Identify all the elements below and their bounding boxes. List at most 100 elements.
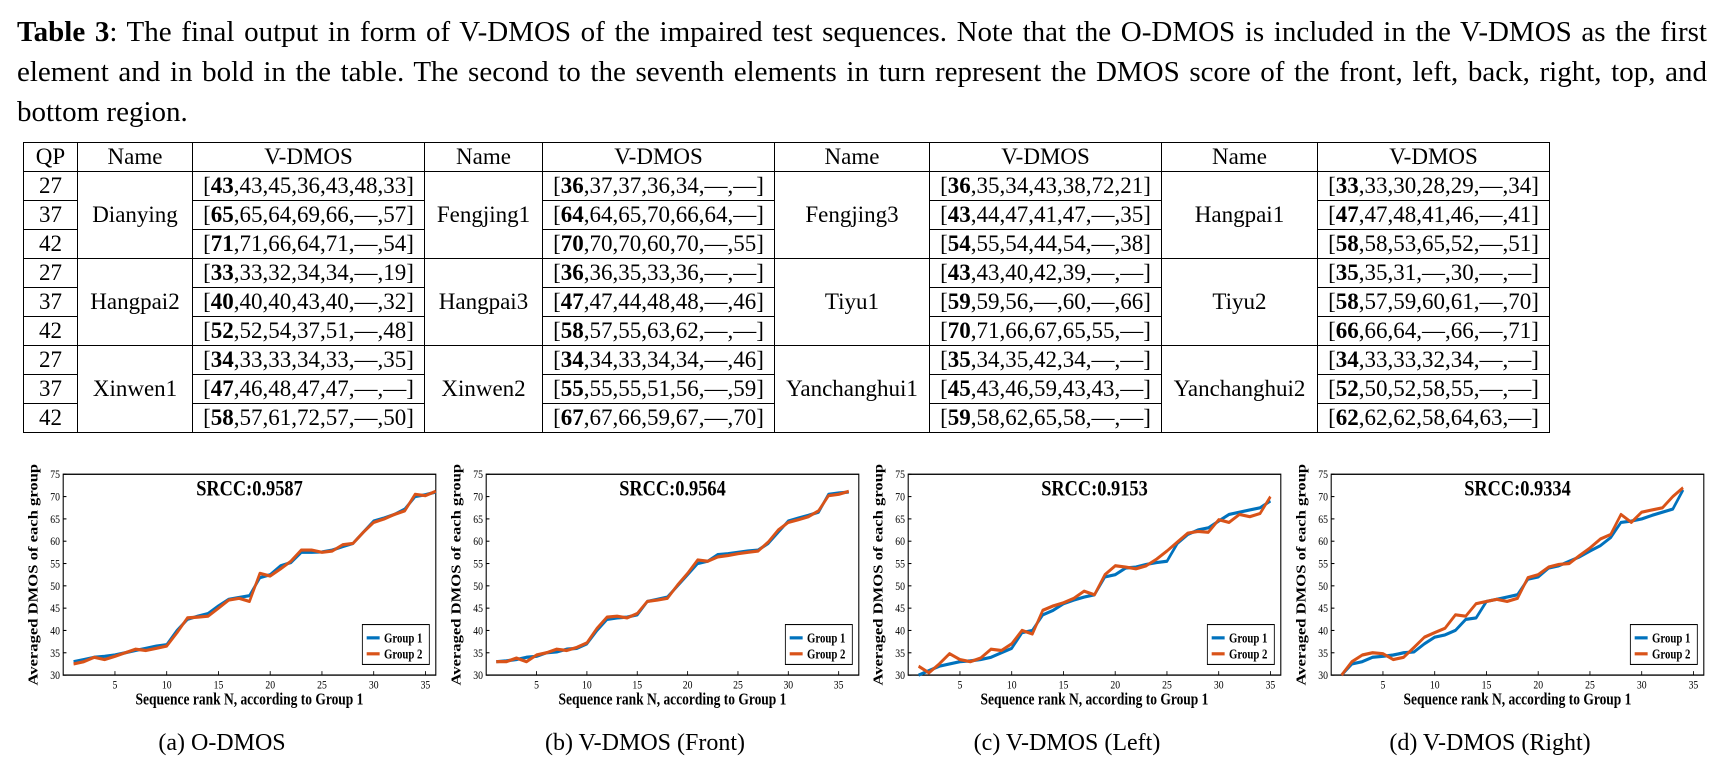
bracket: [ <box>1328 289 1336 314</box>
o-dmos-value: 47 <box>210 376 234 401</box>
bracket: [ <box>203 376 211 401</box>
table-row: 42 [71,71,66,64,71,—,54] [70,70,70,60,70,—… <box>23 229 1550 259</box>
header-cell: V-DMOS <box>192 142 425 172</box>
x-tick-label: 15 <box>214 679 224 692</box>
o-dmos-value: 65 <box>210 202 234 227</box>
y-tick-label: 30 <box>895 669 905 682</box>
region-dmos-values: ,64,65,70,66,64,—] <box>583 202 764 227</box>
bracket: [ <box>940 260 948 285</box>
v-dmos-cell: [33,33,32,34,34,—,19] <box>192 258 425 288</box>
region-dmos-values: ,33,33,34,33,—,35] <box>233 347 414 372</box>
bracket: [ <box>203 173 211 198</box>
v-dmos-cell: [54,55,54,44,54,—,38] <box>929 229 1162 259</box>
x-tick-label: 15 <box>1059 679 1069 692</box>
v-dmos-cell: [43,43,45,36,43,48,33] <box>192 171 425 201</box>
header-cell: V-DMOS <box>929 142 1162 172</box>
y-tick-label: 40 <box>1318 625 1328 638</box>
table-row: 37 [65,65,64,69,66,—,57] [64,64,65,70,66,6… <box>23 200 1550 230</box>
legend-box <box>1206 624 1275 665</box>
qp-cell: 27 <box>23 345 78 375</box>
bracket: [ <box>203 405 211 430</box>
axes-box <box>907 473 1282 676</box>
o-dmos-value: 36 <box>947 173 971 198</box>
o-dmos-value: 45 <box>947 376 971 401</box>
o-dmos-value: 34 <box>560 347 584 372</box>
o-dmos-value: 59 <box>947 405 971 430</box>
o-dmos-value: 33 <box>1335 173 1359 198</box>
y-axis-label: Averaged DMOS of each group <box>27 464 41 686</box>
qp-cell: 27 <box>23 258 78 288</box>
y-tick-label: 35 <box>1318 647 1328 660</box>
y-tick-label: 40 <box>50 625 60 638</box>
region-dmos-values: ,55,54,44,54,—,38] <box>970 231 1151 256</box>
y-tick-label: 35 <box>895 647 905 660</box>
sequence-name-cell: Xinwen1 <box>77 345 193 433</box>
o-dmos-value: 55 <box>560 376 584 401</box>
series-line-2 <box>73 489 437 666</box>
region-dmos-values: ,57,55,63,62,—,—] <box>583 318 764 343</box>
o-dmos-value: 59 <box>947 289 971 314</box>
series-line-2 <box>496 489 850 664</box>
v-dmos-cell: [52,50,52,58,55,—,—] <box>1317 374 1550 404</box>
header-cell: V-DMOS <box>542 142 775 172</box>
legend-label: Group 1 <box>807 630 846 645</box>
bracket: [ <box>1328 173 1336 198</box>
y-tick-label: 35 <box>473 647 483 660</box>
o-dmos-value: 47 <box>560 289 584 314</box>
v-dmos-cell: [47,47,48,41,46,—,41] <box>1317 200 1550 230</box>
x-tick-label: 15 <box>1482 679 1492 692</box>
header-cell: QP <box>23 142 78 172</box>
y-tick-label: 40 <box>473 625 483 638</box>
region-dmos-values: ,36,35,33,36,—,—] <box>583 260 764 285</box>
figure-panels: 30 35 40 45 50 55 60 65 70 75 5 10 15 20 25 30 35 SRCC:0.… <box>0 445 1720 760</box>
plot-a: 30 35 40 45 50 55 60 65 70 75 5 10 15 20 25 30 35 SRCC:0.… <box>27 464 437 709</box>
bracket: [ <box>1328 260 1336 285</box>
x-tick-label: 35 <box>1689 679 1699 692</box>
region-dmos-values: ,66,64,—,66,—,71] <box>1358 318 1539 343</box>
v-dmos-cell: [45,43,46,59,43,43,—] <box>929 374 1162 404</box>
y-tick-label: 45 <box>473 602 483 615</box>
table-row: 27 Dianying [43,43,45,36,43,48,33] Fengjing… <box>23 171 1550 259</box>
bracket: [ <box>1328 405 1336 430</box>
region-dmos-values: ,71,66,64,71,—,54] <box>233 231 414 256</box>
o-dmos-value: 70 <box>947 318 971 343</box>
subcaption-a: (a) O-DMOS <box>158 730 286 756</box>
header-cell: Name <box>774 142 930 172</box>
region-dmos-values: ,33,33,32,34,—,—] <box>1358 347 1539 372</box>
legend-box <box>1629 624 1698 665</box>
bracket: [ <box>940 405 948 430</box>
bracket: [ <box>940 376 948 401</box>
y-tick-label: 35 <box>50 647 60 660</box>
o-dmos-value: 43 <box>947 202 971 227</box>
y-tick-label: 65 <box>473 513 483 526</box>
region-dmos-values: ,65,64,69,66,—,57] <box>233 202 414 227</box>
y-tick-label: 55 <box>50 558 60 571</box>
region-dmos-values: ,47,44,48,48,—,46] <box>583 289 764 314</box>
bracket: [ <box>203 202 211 227</box>
bracket: [ <box>940 347 948 372</box>
sequence-name-cell: Yanchanghui1 <box>774 345 930 433</box>
legend-label: Group 1 <box>384 630 423 645</box>
x-tick-label: 10 <box>582 679 592 692</box>
o-dmos-value: 58 <box>1335 231 1359 256</box>
v-dmos-cell: [34,33,33,32,34,—,—] <box>1317 345 1550 375</box>
v-dmos-cell: [58,57,61,72,57,—,50] <box>192 403 425 433</box>
x-tick-label: 25 <box>733 679 743 692</box>
table-row: 42 [58,57,61,72,57,—,50] [67,67,66,59,67,—… <box>23 403 1550 433</box>
region-dmos-values: ,35,31,—,30,—,—] <box>1358 260 1539 285</box>
header-cell: V-DMOS <box>1317 142 1550 172</box>
series-line-1 <box>1340 488 1685 677</box>
sequence-name-cell: Yanchanghui2 <box>1161 345 1318 433</box>
chart-title: SRCC:0.9587 <box>196 477 303 501</box>
y-tick-label: 55 <box>1318 558 1328 571</box>
subcaption-c: (c) V-DMOS (Left) <box>973 730 1161 756</box>
o-dmos-value: 36 <box>560 260 584 285</box>
bracket: [ <box>553 173 561 198</box>
x-tick-label: 30 <box>1637 679 1647 692</box>
bracket: [ <box>203 260 211 285</box>
region-dmos-values: ,58,53,65,52,—,51] <box>1358 231 1539 256</box>
y-tick-label: 70 <box>50 491 60 504</box>
table-row: 37 [47,46,48,47,47,—,—] [55,55,55,51,56,—,… <box>23 374 1550 404</box>
y-tick-label: 75 <box>1318 468 1328 481</box>
sequence-name-cell: Tiyu2 <box>1161 258 1318 346</box>
